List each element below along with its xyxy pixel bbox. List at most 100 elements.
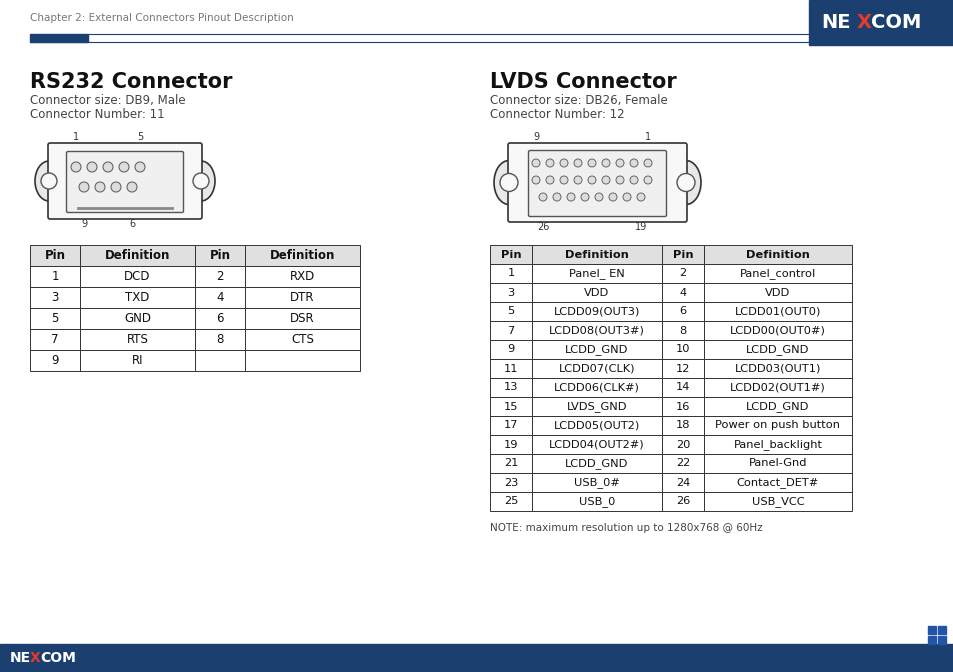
Bar: [703, 283, 851, 302]
Text: Definition: Definition: [745, 249, 809, 259]
Ellipse shape: [670, 161, 700, 204]
Text: X: X: [30, 651, 41, 665]
Text: 13: 13: [503, 382, 517, 392]
Text: 26: 26: [537, 222, 549, 232]
Bar: [661, 321, 703, 340]
Bar: [703, 245, 851, 264]
Text: 9: 9: [507, 345, 514, 355]
Text: 20: 20: [675, 439, 689, 450]
Bar: [532, 321, 661, 340]
Bar: [532, 359, 661, 378]
Bar: [80, 266, 194, 287]
Bar: [927, 626, 935, 634]
Text: 1: 1: [507, 269, 514, 278]
Text: TXD: TXD: [125, 291, 150, 304]
Text: Definition: Definition: [270, 249, 335, 262]
Text: COM: COM: [870, 13, 921, 32]
Bar: [194, 308, 245, 329]
Bar: [30, 34, 88, 42]
Bar: [927, 636, 935, 644]
Text: DSR: DSR: [290, 312, 314, 325]
Bar: [937, 636, 945, 644]
Bar: [245, 350, 359, 371]
Text: 7: 7: [507, 325, 514, 335]
Text: VDD: VDD: [764, 288, 790, 298]
Ellipse shape: [35, 161, 63, 201]
Bar: [532, 492, 661, 511]
Text: 11: 11: [503, 364, 517, 374]
Text: Pin: Pin: [672, 249, 693, 259]
FancyBboxPatch shape: [507, 143, 686, 222]
Text: LVDS_GND: LVDS_GND: [566, 401, 626, 412]
Text: 19: 19: [503, 439, 517, 450]
Text: LCDD09(OUT3): LCDD09(OUT3): [554, 306, 639, 317]
Text: LCDD03(OUT1): LCDD03(OUT1): [734, 364, 821, 374]
Bar: [490, 473, 532, 492]
Text: 3: 3: [507, 288, 514, 298]
Bar: [245, 266, 359, 287]
Bar: [661, 378, 703, 397]
FancyBboxPatch shape: [528, 151, 666, 216]
Text: Contact_DET#: Contact_DET#: [736, 477, 819, 488]
Bar: [937, 626, 945, 634]
Text: 25: 25: [503, 497, 517, 507]
Bar: [490, 454, 532, 473]
Text: 23: 23: [503, 478, 517, 487]
Bar: [703, 340, 851, 359]
Text: Copyright © 2012 NEXCOM International Co., Ltd. All Rights Reserved.: Copyright © 2012 NEXCOM International Co…: [10, 659, 328, 669]
Bar: [30, 266, 80, 287]
Text: 12: 12: [675, 364, 689, 374]
Text: 4: 4: [679, 288, 686, 298]
Text: 5: 5: [507, 306, 514, 317]
Bar: [661, 340, 703, 359]
Text: COM: COM: [40, 651, 76, 665]
Bar: [490, 264, 532, 283]
Bar: [5, 646, 77, 670]
Bar: [532, 473, 661, 492]
Bar: [490, 245, 532, 264]
Text: 2: 2: [216, 270, 224, 283]
Bar: [490, 435, 532, 454]
Text: NE: NE: [10, 651, 31, 665]
Bar: [194, 329, 245, 350]
Text: 24: 24: [675, 478, 689, 487]
Text: Definition: Definition: [564, 249, 628, 259]
Bar: [661, 302, 703, 321]
Bar: [703, 435, 851, 454]
Bar: [703, 302, 851, 321]
Bar: [245, 308, 359, 329]
Bar: [532, 416, 661, 435]
Text: LCDD07(CLK): LCDD07(CLK): [558, 364, 635, 374]
Bar: [661, 359, 703, 378]
Circle shape: [79, 182, 89, 192]
Bar: [808, 0, 953, 45]
Text: VTC 71-D Series User Manual: VTC 71-D Series User Manual: [811, 659, 943, 669]
Bar: [703, 492, 851, 511]
Text: 14: 14: [675, 382, 689, 392]
Text: 26: 26: [675, 497, 689, 507]
Bar: [30, 350, 80, 371]
Circle shape: [532, 176, 539, 184]
Bar: [0, 644, 953, 672]
Circle shape: [574, 159, 581, 167]
Bar: [703, 397, 851, 416]
Bar: [194, 287, 245, 308]
Bar: [661, 435, 703, 454]
Text: LCDD00(OUT0#): LCDD00(OUT0#): [729, 325, 825, 335]
Bar: [532, 378, 661, 397]
Text: LCDD04(OUT2#): LCDD04(OUT2#): [549, 439, 644, 450]
Text: 2: 2: [679, 269, 686, 278]
Circle shape: [499, 173, 517, 192]
Bar: [80, 350, 194, 371]
Text: LCDD05(OUT2): LCDD05(OUT2): [554, 421, 639, 431]
Text: Pin: Pin: [45, 249, 66, 262]
Text: Pin: Pin: [210, 249, 231, 262]
Circle shape: [587, 159, 596, 167]
Circle shape: [71, 162, 81, 172]
Circle shape: [545, 159, 554, 167]
Circle shape: [545, 176, 554, 184]
Bar: [703, 454, 851, 473]
Bar: [532, 340, 661, 359]
Bar: [532, 435, 661, 454]
Circle shape: [538, 193, 546, 201]
